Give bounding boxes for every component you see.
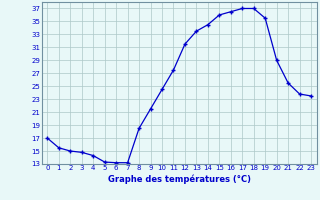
X-axis label: Graphe des températures (°C): Graphe des températures (°C): [108, 174, 251, 184]
